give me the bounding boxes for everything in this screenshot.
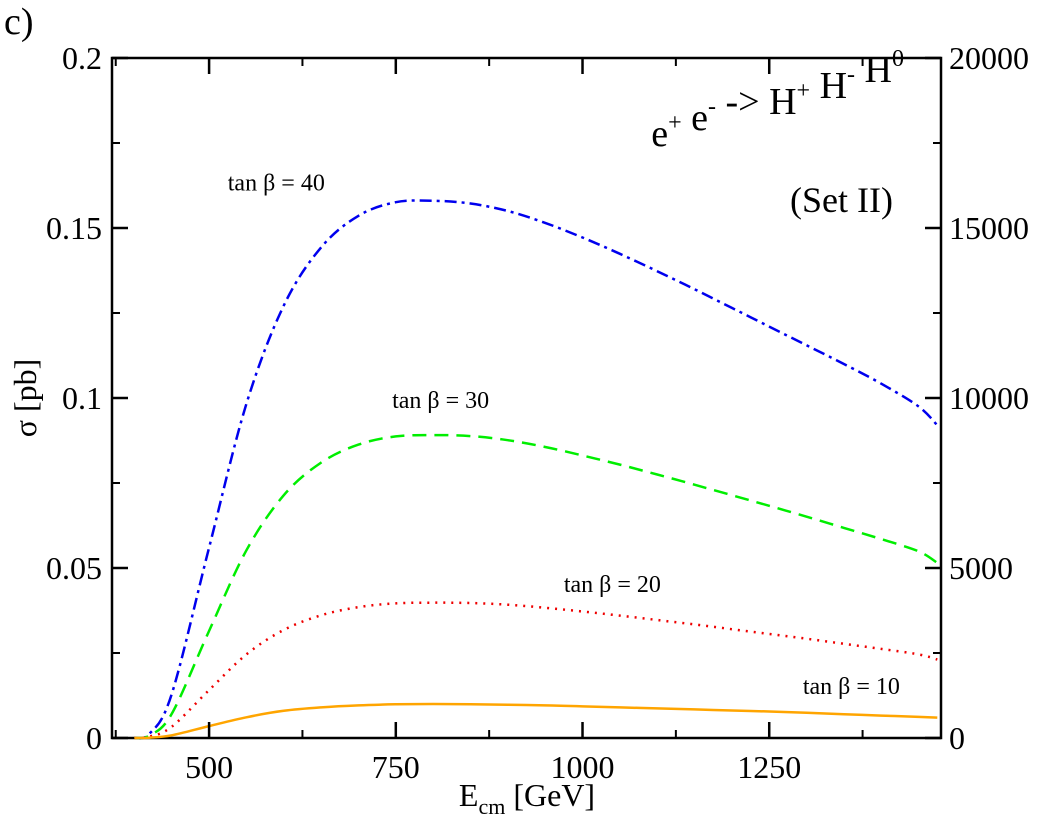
title-part-sup: - bbox=[708, 94, 716, 120]
y2-tick-label: 0 bbox=[949, 720, 965, 756]
x-tick-label: 1250 bbox=[737, 749, 801, 785]
y2-tick-label: 10000 bbox=[949, 380, 1029, 416]
series-label-0: tan β = 40 bbox=[228, 171, 325, 197]
title-part: e bbox=[651, 113, 668, 155]
series-label-1: tan β = 30 bbox=[392, 388, 489, 414]
title-part: -> bbox=[716, 81, 760, 123]
series-layer bbox=[134, 199, 939, 740]
series-line-3 bbox=[134, 702, 938, 740]
title-part-sup: + bbox=[797, 78, 811, 104]
title-part: H bbox=[760, 81, 797, 123]
y2-tick-label: 20000 bbox=[949, 40, 1029, 76]
y-tick-label: 0.15 bbox=[46, 210, 102, 246]
chart-title: e+ e- -> H+ H- H0 bbox=[651, 46, 904, 155]
x-axis-symbol: E bbox=[459, 777, 479, 813]
series-label-2: tan β = 20 bbox=[564, 572, 661, 598]
panel-label: c) bbox=[4, 1, 34, 43]
title-part: H bbox=[810, 65, 847, 107]
y2-tick-label: 5000 bbox=[949, 550, 1013, 586]
title-part-sup: - bbox=[847, 62, 855, 88]
series-labels: tan β = 40 tan β = 30 tan β = 20 tan β = 10 bbox=[228, 171, 900, 700]
y-tick-label: 0.2 bbox=[62, 40, 102, 76]
series-line-2 bbox=[134, 601, 938, 740]
series-line-0 bbox=[134, 199, 939, 740]
plot-frame bbox=[110, 56, 943, 740]
x-tick-label: 1000 bbox=[551, 749, 615, 785]
x-axis-symbol-sub: cm bbox=[478, 794, 505, 819]
title-part-sup: 0 bbox=[892, 46, 904, 72]
y-tick-label: 0 bbox=[86, 720, 102, 756]
x-tick-label: 500 bbox=[185, 749, 233, 785]
y-axis-label: σ [pb] bbox=[7, 359, 43, 438]
y2-axis-ticks: 0 5000 10000 15000 20000 bbox=[925, 40, 1029, 756]
y2-tick-label: 15000 bbox=[949, 210, 1029, 246]
series-line-1 bbox=[134, 433, 938, 740]
series-label-3: tan β = 10 bbox=[803, 674, 900, 700]
title-part-sup: + bbox=[668, 110, 682, 136]
chart-subtitle: (Set II) bbox=[790, 180, 893, 220]
title-part: e bbox=[682, 97, 708, 139]
y-tick-label: 0.1 bbox=[62, 380, 102, 416]
x-axis-label: Ecm [GeV] bbox=[459, 777, 595, 819]
title-part: H bbox=[855, 49, 892, 91]
x-axis-ticks: 500 750 1000 1250 bbox=[114, 58, 864, 785]
y-tick-label: 0.05 bbox=[46, 550, 102, 586]
x-axis-unit: [GeV] bbox=[513, 777, 595, 813]
x-tick-label: 750 bbox=[372, 749, 420, 785]
y-axis-ticks: 0 0.05 0.1 0.15 0.2 bbox=[46, 40, 128, 756]
